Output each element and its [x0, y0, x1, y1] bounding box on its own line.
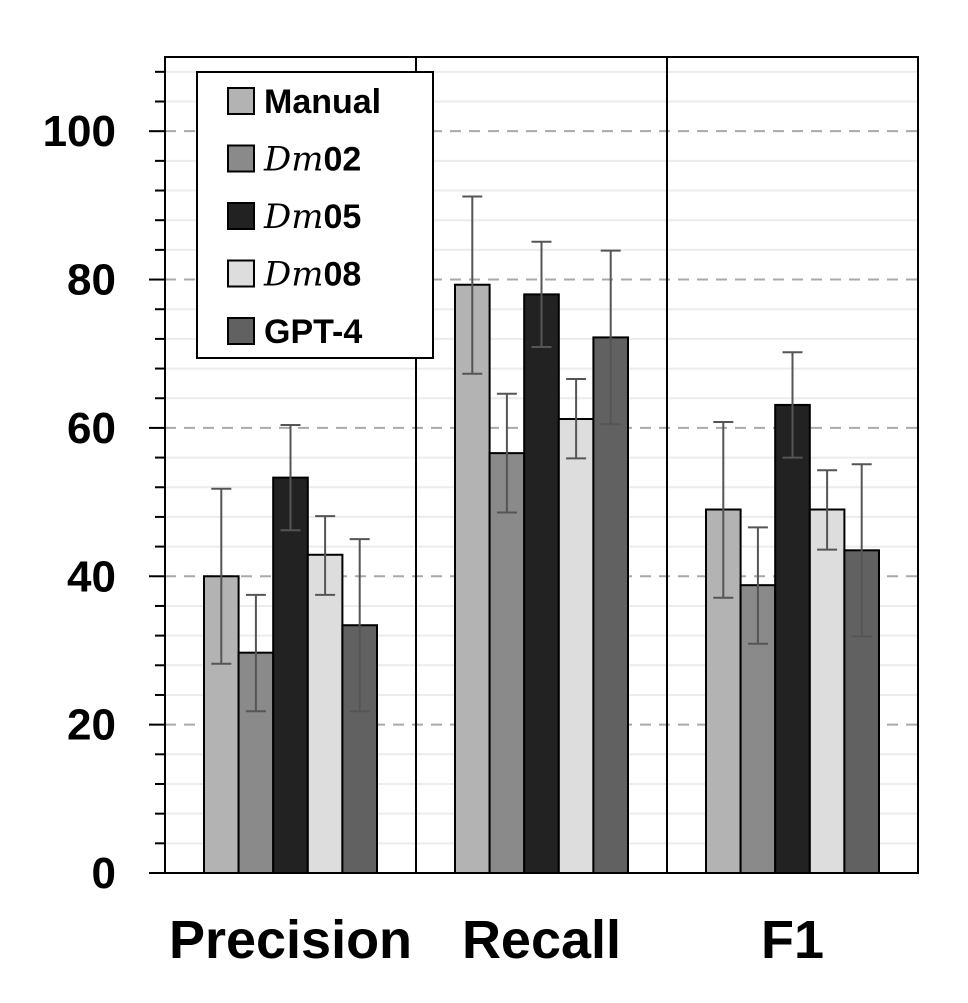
legend-swatch: [227, 87, 255, 115]
bar: [557, 418, 595, 874]
bar: [774, 403, 811, 874]
x-category-label: Recall: [462, 910, 621, 970]
x-axis-categories: Precision Recall F1: [169, 910, 824, 970]
bar: [272, 476, 309, 874]
y-tick-label: 20: [67, 701, 116, 750]
y-tick-label: 40: [67, 552, 116, 601]
error-bars: [211, 195, 872, 713]
bars: [203, 283, 881, 875]
bar: [523, 293, 560, 874]
legend-label-italic-part: Dm: [263, 255, 324, 295]
y-tick-label: 80: [67, 256, 116, 305]
legend-label-part: 08: [324, 256, 362, 294]
legend-label: Dm02: [263, 140, 361, 180]
x-category-label: F1: [761, 910, 824, 970]
bar: [488, 452, 526, 874]
y-tick-label: 100: [43, 107, 116, 156]
legend-label: Dm08: [263, 255, 361, 295]
legend-label-italic-part: Dm: [263, 197, 324, 237]
legend-label-italic-part: Dm: [263, 140, 324, 180]
bar: [454, 283, 491, 875]
legend-label-part: 05: [324, 198, 362, 236]
plot-border: [164, 56, 919, 874]
bar: [808, 508, 846, 874]
legend-box: [196, 71, 434, 359]
legend-swatch: [227, 259, 255, 288]
legend-label: Manual: [264, 83, 381, 121]
legend-swatch: [227, 202, 255, 230]
legend-label-part: GPT-4: [264, 313, 362, 351]
y-tick-label: 0: [92, 849, 116, 898]
x-category-label: Precision: [169, 910, 412, 970]
y-tick-label: 60: [67, 404, 116, 453]
legend-swatch: [227, 317, 255, 345]
y-axis: 0 20 40 60 80 100: [43, 70, 165, 898]
legend-label-part: 02: [324, 141, 362, 179]
bar: [843, 549, 881, 874]
legend-swatch: [227, 144, 255, 173]
legend-label: Dm05: [263, 197, 361, 237]
legend-label-part: Manual: [264, 83, 381, 121]
legend-label: GPT-4: [264, 313, 362, 351]
bar: [306, 553, 344, 874]
